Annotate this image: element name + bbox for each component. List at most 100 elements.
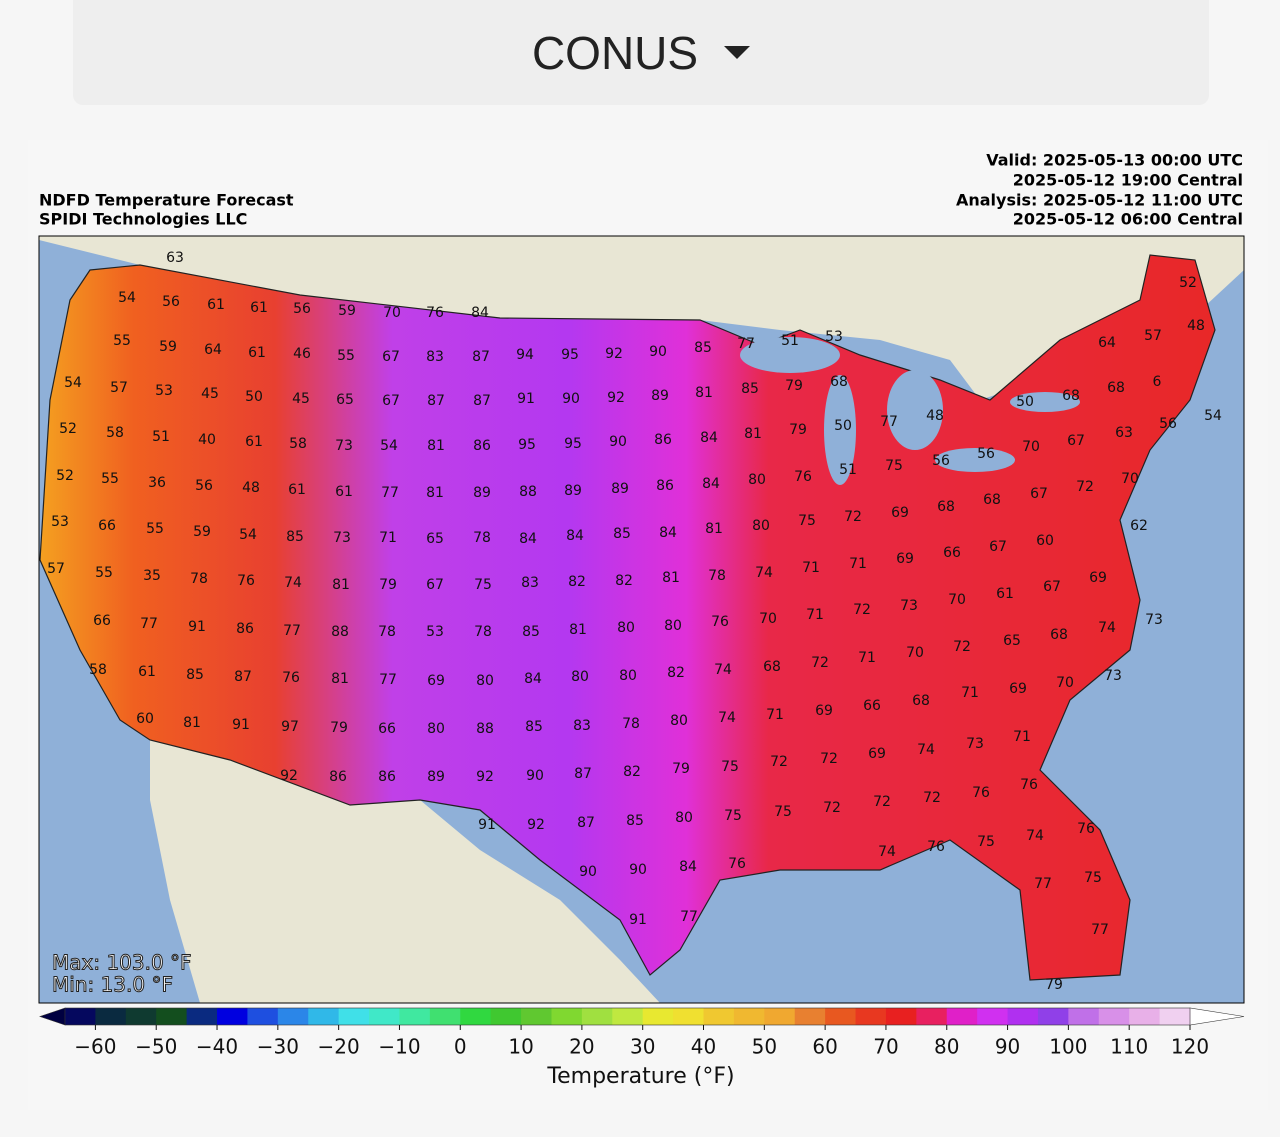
temp-label: 48 [926,408,944,424]
temp-label: 63 [1115,425,1133,441]
colorbar-bin [308,1008,340,1025]
temp-label: 76 [237,573,255,589]
temp-label: 76 [282,670,300,686]
temp-label: 67 [1043,579,1061,595]
temp-label: 35 [143,568,161,584]
temp-label: 73 [966,736,984,752]
temp-label: 97 [281,719,299,735]
temp-label: 89 [611,481,629,497]
temp-label: 65 [336,392,354,408]
temp-label: 80 [752,518,770,534]
temp-label: 92 [605,346,623,362]
temp-label: 79 [785,378,803,394]
temp-label: 63 [166,250,184,266]
temp-label: 61 [138,664,156,680]
temp-label: 55 [337,348,355,364]
temp-label: 56 [293,301,311,317]
temp-label: 61 [250,300,268,316]
colorbar-bin [916,1008,948,1025]
temp-label: 53 [51,514,69,530]
temperature-labels: 63 54 56 61 61 56 59 70 76 84 52 55 53 51 57 48 59 64 61 46… [47,250,1222,993]
temp-label: 73 [1145,612,1163,628]
dropdown-arrow[interactable] [724,45,751,60]
temp-label: 67 [1030,486,1048,502]
temp-label: 90 [562,391,580,407]
temp-label: 52 [56,468,74,484]
temp-label: 81 [662,570,680,586]
temp-label: 89 [564,483,582,499]
region-name[interactable]: CONUS [531,26,699,79]
temp-label: 79 [1045,977,1063,993]
temp-label: 65 [426,531,444,547]
temp-label: 72 [1076,479,1094,495]
temp-label: 86 [654,432,672,448]
temp-label: 76 [1020,777,1038,793]
colorbar-bin [612,1008,644,1025]
colorbar-bin [885,1008,917,1025]
temp-label: 72 [770,754,788,770]
temp-label: 80 [617,620,635,636]
temp-label: 90 [526,768,544,784]
temp-label: 72 [923,790,941,806]
temp-label: 85 [525,719,543,735]
temp-label: 86 [378,769,396,785]
temp-label: 53 [155,383,173,399]
temp-label: 86 [656,478,674,494]
temp-label: 54 [1204,408,1222,424]
temp-label: 59 [338,303,356,319]
temp-label: 81 [705,521,723,537]
temp-label: 82 [568,574,586,590]
temp-label: 54 [118,290,136,306]
temp-label: 50 [1016,394,1034,410]
colorbar-tick-label: 20 [569,1035,594,1059]
colorbar-bin [1159,1008,1191,1025]
temp-label: 53 [426,624,444,640]
temp-label: 56 [162,294,180,310]
colorbar-bin [186,1008,218,1025]
temp-label: 87 [473,393,491,409]
temp-label: 70 [383,305,401,321]
temp-label: 91 [517,391,535,407]
lake-huron [887,370,943,450]
temp-label: 75 [1084,870,1102,886]
temp-label: 52 [1179,275,1197,291]
region-dropdown[interactable]: CONUS [531,26,751,80]
colorbar-bin [490,1008,522,1025]
temp-label: 91 [188,619,206,635]
temp-label: 50 [834,418,852,434]
temp-label: 90 [649,344,667,360]
temp-label: 71 [858,650,876,666]
temp-label: 74 [878,844,896,860]
temp-label: 57 [1144,328,1162,344]
temp-label: 68 [937,499,955,515]
temp-label: 81 [569,622,587,638]
lake-ontario [1010,392,1080,412]
temp-label: 83 [573,718,591,734]
temp-label: 80 [476,673,494,689]
temp-label: 78 [190,571,208,587]
colorbar-bin [95,1008,127,1025]
temp-label: 61 [207,297,225,313]
temp-label: 76 [927,839,945,855]
temp-label: 68 [763,659,781,675]
temp-label: 81 [427,438,445,454]
temp-label: 77 [381,485,399,501]
temp-label: 68 [912,693,930,709]
colorbar-bin [551,1008,583,1025]
temp-label: 85 [186,667,204,683]
temp-label: 67 [989,539,1007,555]
temp-label: 92 [607,390,625,406]
colorbar: −60 −50 −40 −30 −20 −10 0 10 20 30 40 50 60 70 80 90 100… [39,1007,1245,1059]
temp-label: 89 [473,485,491,501]
colorbar-tick-label: 50 [752,1035,777,1059]
temp-label: 56 [977,446,995,462]
colorbar-bin [369,1008,400,1025]
temp-label: 55 [146,521,164,537]
temp-label: 84 [702,476,720,492]
colorbar-bin [277,1008,309,1025]
temp-label: 80 [664,618,682,634]
temp-label: 61 [245,434,263,450]
temp-label: 71 [961,685,979,701]
colorbar-tick-label: 40 [691,1035,716,1059]
